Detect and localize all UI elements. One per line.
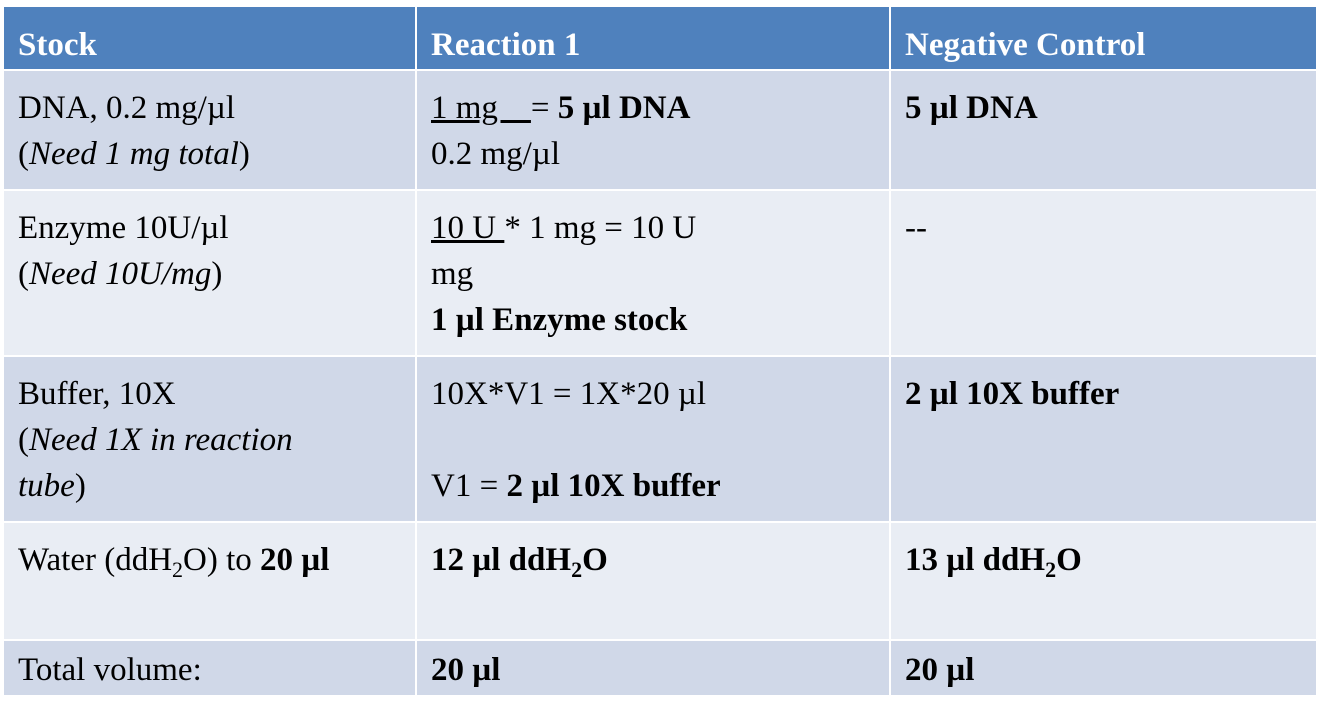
reaction-enzyme-denominator: mg (431, 256, 474, 292)
negative-water-sub: 2 (1045, 557, 1057, 582)
stock-total-label: Total volume: (18, 652, 202, 688)
negative-dna-value: 5 µl DNA (905, 90, 1038, 126)
negative-total-value: 20 µl (905, 652, 975, 688)
stock-buffer-note: (Need 1X in reaction tube) (18, 422, 293, 504)
stock-water-bold: 20 µl (260, 542, 330, 578)
stock-enzyme-note-text: Need 10U/mg (29, 256, 212, 292)
reaction-water-sub: 2 (571, 557, 583, 582)
table-row-total: Total volume: 20 µl 20 µl (2, 639, 1318, 697)
negative-cell-dna: 5 µl DNA (889, 69, 1318, 191)
negative-water-suffix: O (1056, 542, 1082, 578)
stock-water-sub: 2 (172, 557, 184, 582)
reaction-enzyme-calc: 10 U * 1 mg = 10 U (431, 205, 875, 251)
reaction-enzyme-rest: * 1 mg = 10 U (504, 210, 697, 246)
reaction-buffer-line1: 10X*V1 = 1X*20 µl (431, 376, 707, 412)
negative-cell-total: 20 µl (889, 639, 1318, 697)
reaction-dna-equals: = (530, 90, 558, 126)
reaction-dna-result: 5 µl DNA (557, 90, 691, 126)
reaction-buffer-spacer (431, 417, 875, 463)
reaction-dna-denominator: 0.2 mg/µl (431, 136, 561, 172)
reaction-dna-calc: 1 mg = 5 µl DNA (431, 85, 875, 131)
table-row-buffer: Buffer, 10X (Need 1X in reaction tube) 1… (2, 355, 1318, 523)
stock-cell-total: Total volume: (2, 639, 417, 697)
reaction-buffer-line2: V1 = 2 µl 10X buffer (431, 463, 875, 509)
reaction-buffer-result: 2 µl 10X buffer (506, 468, 721, 504)
stock-water-label: Water (ddH2O) to 20 µl (18, 537, 401, 583)
stock-dna-note-text: Need 1 mg total (29, 136, 239, 172)
negative-cell-buffer: 2 µl 10X buffer (889, 355, 1318, 523)
stock-enzyme-note: (Need 10U/mg) (18, 256, 223, 292)
reaction-cell-total: 20 µl (415, 639, 891, 697)
reaction-cell-water: 12 µl ddH2O (415, 521, 891, 641)
table-row-dna: DNA, 0.2 mg/µl (Need 1 mg total) 1 mg = … (2, 69, 1318, 191)
reaction-cell-enzyme: 10 U * 1 mg = 10 U mg 1 µl Enzyme stock (415, 189, 891, 357)
stock-cell-enzyme: Enzyme 10U/µl (Need 10U/mg) (2, 189, 417, 357)
reaction-total-value: 20 µl (431, 652, 501, 688)
stock-cell-buffer: Buffer, 10X (Need 1X in reaction tube) (2, 355, 417, 523)
reaction-water-suffix: O (582, 542, 608, 578)
header-row: Stock Reaction 1 Negative Control (2, 5, 1318, 71)
stock-water-prefix: Water (ddH (18, 542, 173, 578)
reaction-water-prefix: 12 µl ddH (431, 542, 572, 578)
table-row-water: Water (ddH2O) to 20 µl 12 µl ddH2O 13 µl… (2, 521, 1318, 641)
stock-dna-note: (Need 1 mg total) (18, 136, 250, 172)
reaction-cell-buffer: 10X*V1 = 1X*20 µl V1 = 2 µl 10X buffer (415, 355, 891, 523)
stock-dna-label: DNA, 0.2 mg/µl (18, 90, 236, 126)
stock-water-suffix: O) to (183, 542, 261, 578)
reaction-buffer-prefix: V1 = (431, 468, 507, 504)
table-row-enzyme: Enzyme 10U/µl (Need 10U/mg) 10 U * 1 mg … (2, 189, 1318, 357)
negative-enzyme-value: -- (905, 210, 927, 246)
stock-buffer-note-text: Need 1X in reaction tube (18, 422, 293, 504)
reaction-setup-table: Stock Reaction 1 Negative Control DNA, 0… (2, 5, 1318, 697)
stock-buffer-label: Buffer, 10X (18, 376, 176, 412)
negative-water-value: 13 µl ddH2O (905, 537, 1302, 583)
stock-enzyme-label: Enzyme 10U/µl (18, 210, 229, 246)
stock-cell-dna: DNA, 0.2 mg/µl (Need 1 mg total) (2, 69, 417, 191)
reaction-enzyme-numerator: 10 U (431, 210, 505, 246)
header-reaction-1: Reaction 1 (415, 5, 891, 71)
header-negative-control: Negative Control (889, 5, 1318, 71)
reaction-enzyme-result: 1 µl Enzyme stock (431, 302, 688, 338)
reaction-dna-numerator: 1 mg (431, 90, 531, 126)
header-stock: Stock (2, 5, 417, 71)
negative-water-prefix: 13 µl ddH (905, 542, 1046, 578)
stock-cell-water: Water (ddH2O) to 20 µl (2, 521, 417, 641)
negative-cell-water: 13 µl ddH2O (889, 521, 1318, 641)
negative-cell-enzyme: -- (889, 189, 1318, 357)
negative-buffer-value: 2 µl 10X buffer (905, 376, 1120, 412)
reaction-cell-dna: 1 mg = 5 µl DNA 0.2 mg/µl (415, 69, 891, 191)
reaction-water-value: 12 µl ddH2O (431, 537, 875, 583)
